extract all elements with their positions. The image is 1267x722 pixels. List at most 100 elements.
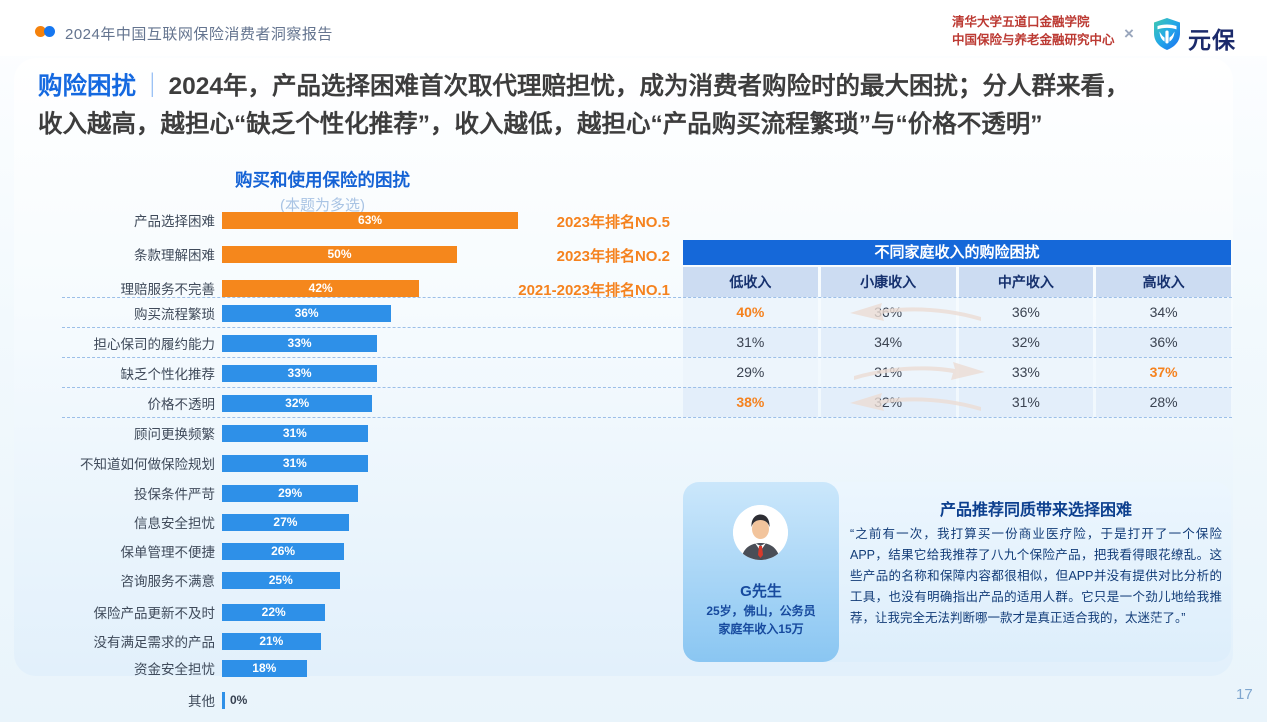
income-column-header: 高收入 bbox=[1096, 267, 1231, 297]
bar-category-label: 资金安全担忧 bbox=[134, 662, 215, 677]
logo-dot-orange bbox=[35, 26, 46, 37]
bar: 31% bbox=[222, 424, 368, 442]
bar-category-label: 理赔服务不完善 bbox=[120, 282, 216, 297]
income-table-cell: 31% bbox=[958, 387, 1094, 417]
bar-category-label: 没有满足需求的产品 bbox=[93, 635, 216, 650]
bar-category-label: 投保条件严苛 bbox=[134, 487, 215, 502]
bar-row: 理赔服务不完善 42% bbox=[60, 278, 420, 298]
bar-category-label: 咨询服务不满意 bbox=[120, 574, 216, 589]
bar-value: 36% bbox=[294, 306, 319, 320]
bar: 18% bbox=[222, 659, 307, 677]
bar-row: 其他 0% bbox=[60, 690, 247, 710]
bar-category-label: 其他 bbox=[188, 694, 215, 709]
bar-value: 50% bbox=[327, 247, 352, 261]
bar-row: 保单管理不便捷 26% bbox=[60, 541, 345, 561]
report-title: 2024年中国互联网保险消费者洞察报告 bbox=[65, 26, 333, 43]
bar-category-label: 缺乏个性化推荐 bbox=[120, 367, 216, 382]
collab-x-symbol: × bbox=[1124, 24, 1134, 43]
income-table-cell: 29% bbox=[683, 357, 818, 387]
bar bbox=[222, 691, 225, 709]
income-table-title: 不同家庭收入的购险困扰 bbox=[683, 240, 1231, 265]
bar: 22% bbox=[222, 603, 326, 621]
income-table-cell: 31% bbox=[820, 357, 956, 387]
bar: 21% bbox=[222, 632, 321, 650]
income-table-cell: 36% bbox=[1096, 327, 1231, 357]
bar: 27% bbox=[222, 513, 349, 531]
bar-category-label: 保单管理不便捷 bbox=[120, 545, 216, 560]
bar-row: 不知道如何做保险规划 31% bbox=[60, 453, 368, 473]
income-table-cell: 31% bbox=[683, 327, 818, 357]
brand-shield-icon bbox=[1152, 17, 1182, 51]
bar-row: 条款理解困难 50% bbox=[60, 244, 457, 264]
income-table-cell: 38% bbox=[683, 387, 818, 417]
bar-row: 信息安全担忧 27% bbox=[60, 512, 349, 532]
income-table-cell: 36% bbox=[820, 297, 956, 327]
bar: 33% bbox=[222, 334, 378, 352]
bar-value: 32% bbox=[285, 396, 310, 410]
bar-rank-note: 2021-2023年排名NO.1 bbox=[518, 282, 670, 299]
bar-value: 25% bbox=[268, 573, 293, 587]
bar-category-label: 担心保司的履约能力 bbox=[93, 337, 216, 352]
income-table-cell: 36% bbox=[958, 297, 1094, 327]
income-table-cell: 34% bbox=[1096, 297, 1231, 327]
page-number: 17 bbox=[1236, 686, 1253, 703]
quote-text: “之前有一次，我打算买一份商业医疗险，于是打开了一个保险APP，结果它给我推荐了… bbox=[850, 527, 1222, 625]
bar-value: 0% bbox=[230, 693, 248, 707]
bar-category-label: 产品选择困难 bbox=[134, 214, 215, 229]
bar: 36% bbox=[222, 304, 392, 322]
bar-category-label: 价格不透明 bbox=[147, 397, 216, 412]
income-table-cell: 37% bbox=[1096, 357, 1231, 387]
income-table-header: 低收入 小康收入 中产收入 高收入 bbox=[683, 267, 1231, 297]
bar-row: 缺乏个性化推荐 33% bbox=[60, 363, 378, 383]
chart-title: 购买和使用保险的困扰 bbox=[235, 170, 410, 190]
bar-row: 顾问更换频繁 31% bbox=[60, 423, 368, 443]
bar-row: 咨询服务不满意 25% bbox=[60, 570, 340, 590]
bar-row: 担心保司的履约能力 33% bbox=[60, 333, 378, 353]
bar-value: 26% bbox=[271, 544, 296, 558]
income-table-cell: 28% bbox=[1096, 387, 1231, 417]
headline-tag: 购险困扰 bbox=[38, 73, 136, 100]
person-detail-1: 25岁，佛山，公务员 bbox=[706, 604, 816, 618]
institution-line1: 清华大学五道口金融学院 bbox=[952, 15, 1090, 29]
bar-category-label: 信息安全担忧 bbox=[134, 516, 215, 531]
bar-value: 33% bbox=[287, 336, 312, 350]
bar-value: 31% bbox=[282, 426, 307, 440]
bar: 50% bbox=[222, 245, 457, 263]
income-table-row: 38% 32% 31% 28% bbox=[683, 387, 1231, 417]
income-table-row: 40% 36% 36% 34% bbox=[683, 297, 1231, 327]
bar-category-label: 购买流程繁琐 bbox=[134, 307, 215, 322]
person-detail-2: 家庭年收入15万 bbox=[718, 622, 804, 636]
bar-category-label: 不知道如何做保险规划 bbox=[80, 457, 215, 472]
income-table-row: 29% 31% 33% 37% bbox=[683, 357, 1231, 387]
chart-subtitle: (本题为多选) bbox=[280, 197, 365, 214]
income-table-row: 31% 34% 32% 36% bbox=[683, 327, 1231, 357]
bar-value: 31% bbox=[282, 456, 307, 470]
bar: 42% bbox=[222, 279, 420, 297]
income-column-header: 小康收入 bbox=[820, 267, 956, 297]
person-name: G先生 bbox=[740, 583, 782, 600]
logo-dot-blue bbox=[44, 26, 55, 37]
person-avatar bbox=[733, 505, 788, 560]
bar-value: 22% bbox=[261, 605, 286, 619]
bar-category-label: 顾问更换频繁 bbox=[134, 427, 215, 442]
income-table-cell: 32% bbox=[820, 387, 956, 417]
bar-row: 投保条件严苛 29% bbox=[60, 483, 359, 503]
bar: 29% bbox=[222, 484, 359, 502]
income-table-cell: 33% bbox=[958, 357, 1094, 387]
bar-value: 29% bbox=[278, 486, 303, 500]
bar: 63% bbox=[222, 211, 519, 229]
headline-separator: ｜ bbox=[140, 73, 165, 100]
income-column-header: 中产收入 bbox=[958, 267, 1094, 297]
quote-title: 产品推荐同质带来选择困难 bbox=[939, 502, 1132, 519]
bar-row: 没有满足需求的产品 21% bbox=[60, 631, 321, 651]
bar-value: 27% bbox=[273, 515, 298, 529]
institution-name: 清华大学五道口金融学院 中国保险与养老金融研究中心 bbox=[952, 13, 1115, 49]
bar-row: 购买流程繁琐 36% bbox=[60, 303, 392, 323]
bar-value: 18% bbox=[252, 661, 277, 675]
bar-value: 63% bbox=[358, 213, 383, 227]
brand-name: 元保 bbox=[1188, 27, 1236, 53]
bar-value: 33% bbox=[287, 366, 312, 380]
bar: 32% bbox=[222, 394, 373, 412]
income-table-cell: 34% bbox=[820, 327, 956, 357]
bar: 25% bbox=[222, 571, 340, 589]
